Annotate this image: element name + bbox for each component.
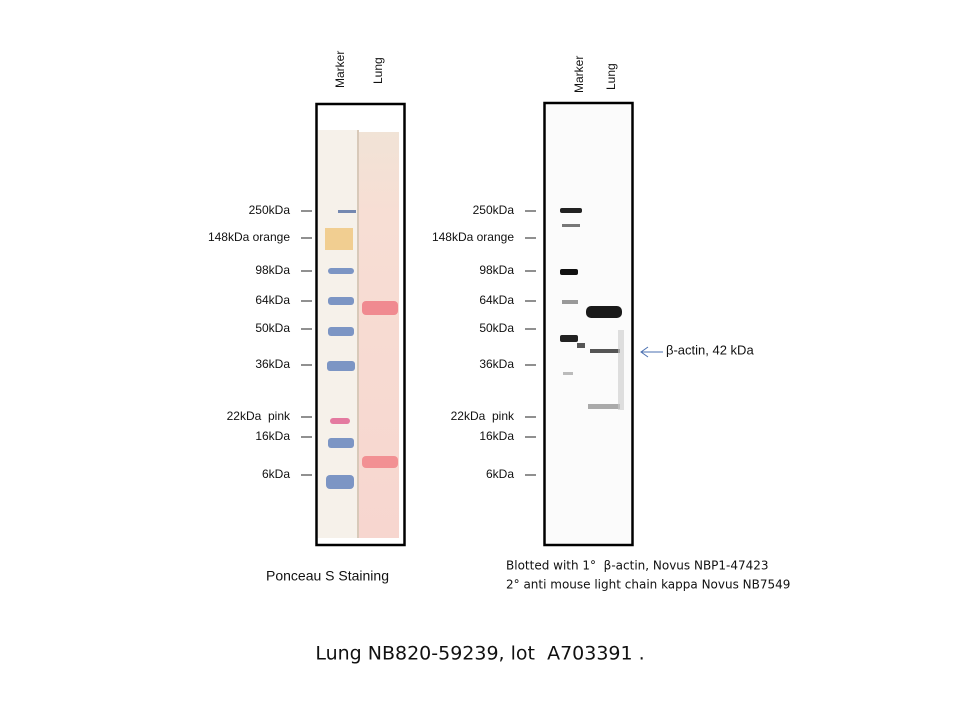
caption: Ponceau S Staining — [266, 568, 389, 584]
ponceau-blot — [315, 102, 406, 547]
marker-label: 64kDa — [255, 293, 290, 307]
marker-label: 6kDa — [262, 467, 290, 481]
marker-label: 98kDa — [255, 263, 290, 277]
lane-label: Lung — [371, 57, 385, 84]
marker-label: 98kDa — [479, 263, 514, 277]
lane-label: Marker — [333, 51, 347, 88]
marker-label: 22kDa pink — [227, 409, 291, 423]
footer: Lung NB820-59239, lot A703391 . — [315, 643, 644, 665]
marker-label: 250kDa — [249, 203, 291, 217]
lane-label: Lung — [604, 63, 618, 90]
marker-label: 6kDa — [486, 467, 514, 481]
marker-label: 16kDa — [479, 429, 514, 443]
marker-label: 148kDa orange — [208, 230, 290, 244]
marker-label: 50kDa — [479, 321, 514, 335]
marker-label: 22kDa pink — [451, 409, 515, 423]
marker-label: 16kDa — [255, 429, 290, 443]
marker-label: 148kDa orange — [432, 230, 514, 244]
lane-label: Marker — [572, 56, 586, 93]
marker-label: 36kDa — [479, 357, 514, 371]
western-blot — [543, 101, 634, 547]
caption: 2° anti mouse light chain kappa Novus NB… — [506, 578, 790, 592]
marker-label: 50kDa — [255, 321, 290, 335]
annotation: β-actin, 42 kDa — [666, 342, 754, 357]
annotation-arrow — [640, 346, 663, 358]
marker-label: 36kDa — [255, 357, 290, 371]
marker-label: 64kDa — [479, 293, 514, 307]
caption: Blotted with 1° β-actin, Novus NBP1-4742… — [506, 559, 769, 573]
marker-label: 250kDa — [473, 203, 515, 217]
